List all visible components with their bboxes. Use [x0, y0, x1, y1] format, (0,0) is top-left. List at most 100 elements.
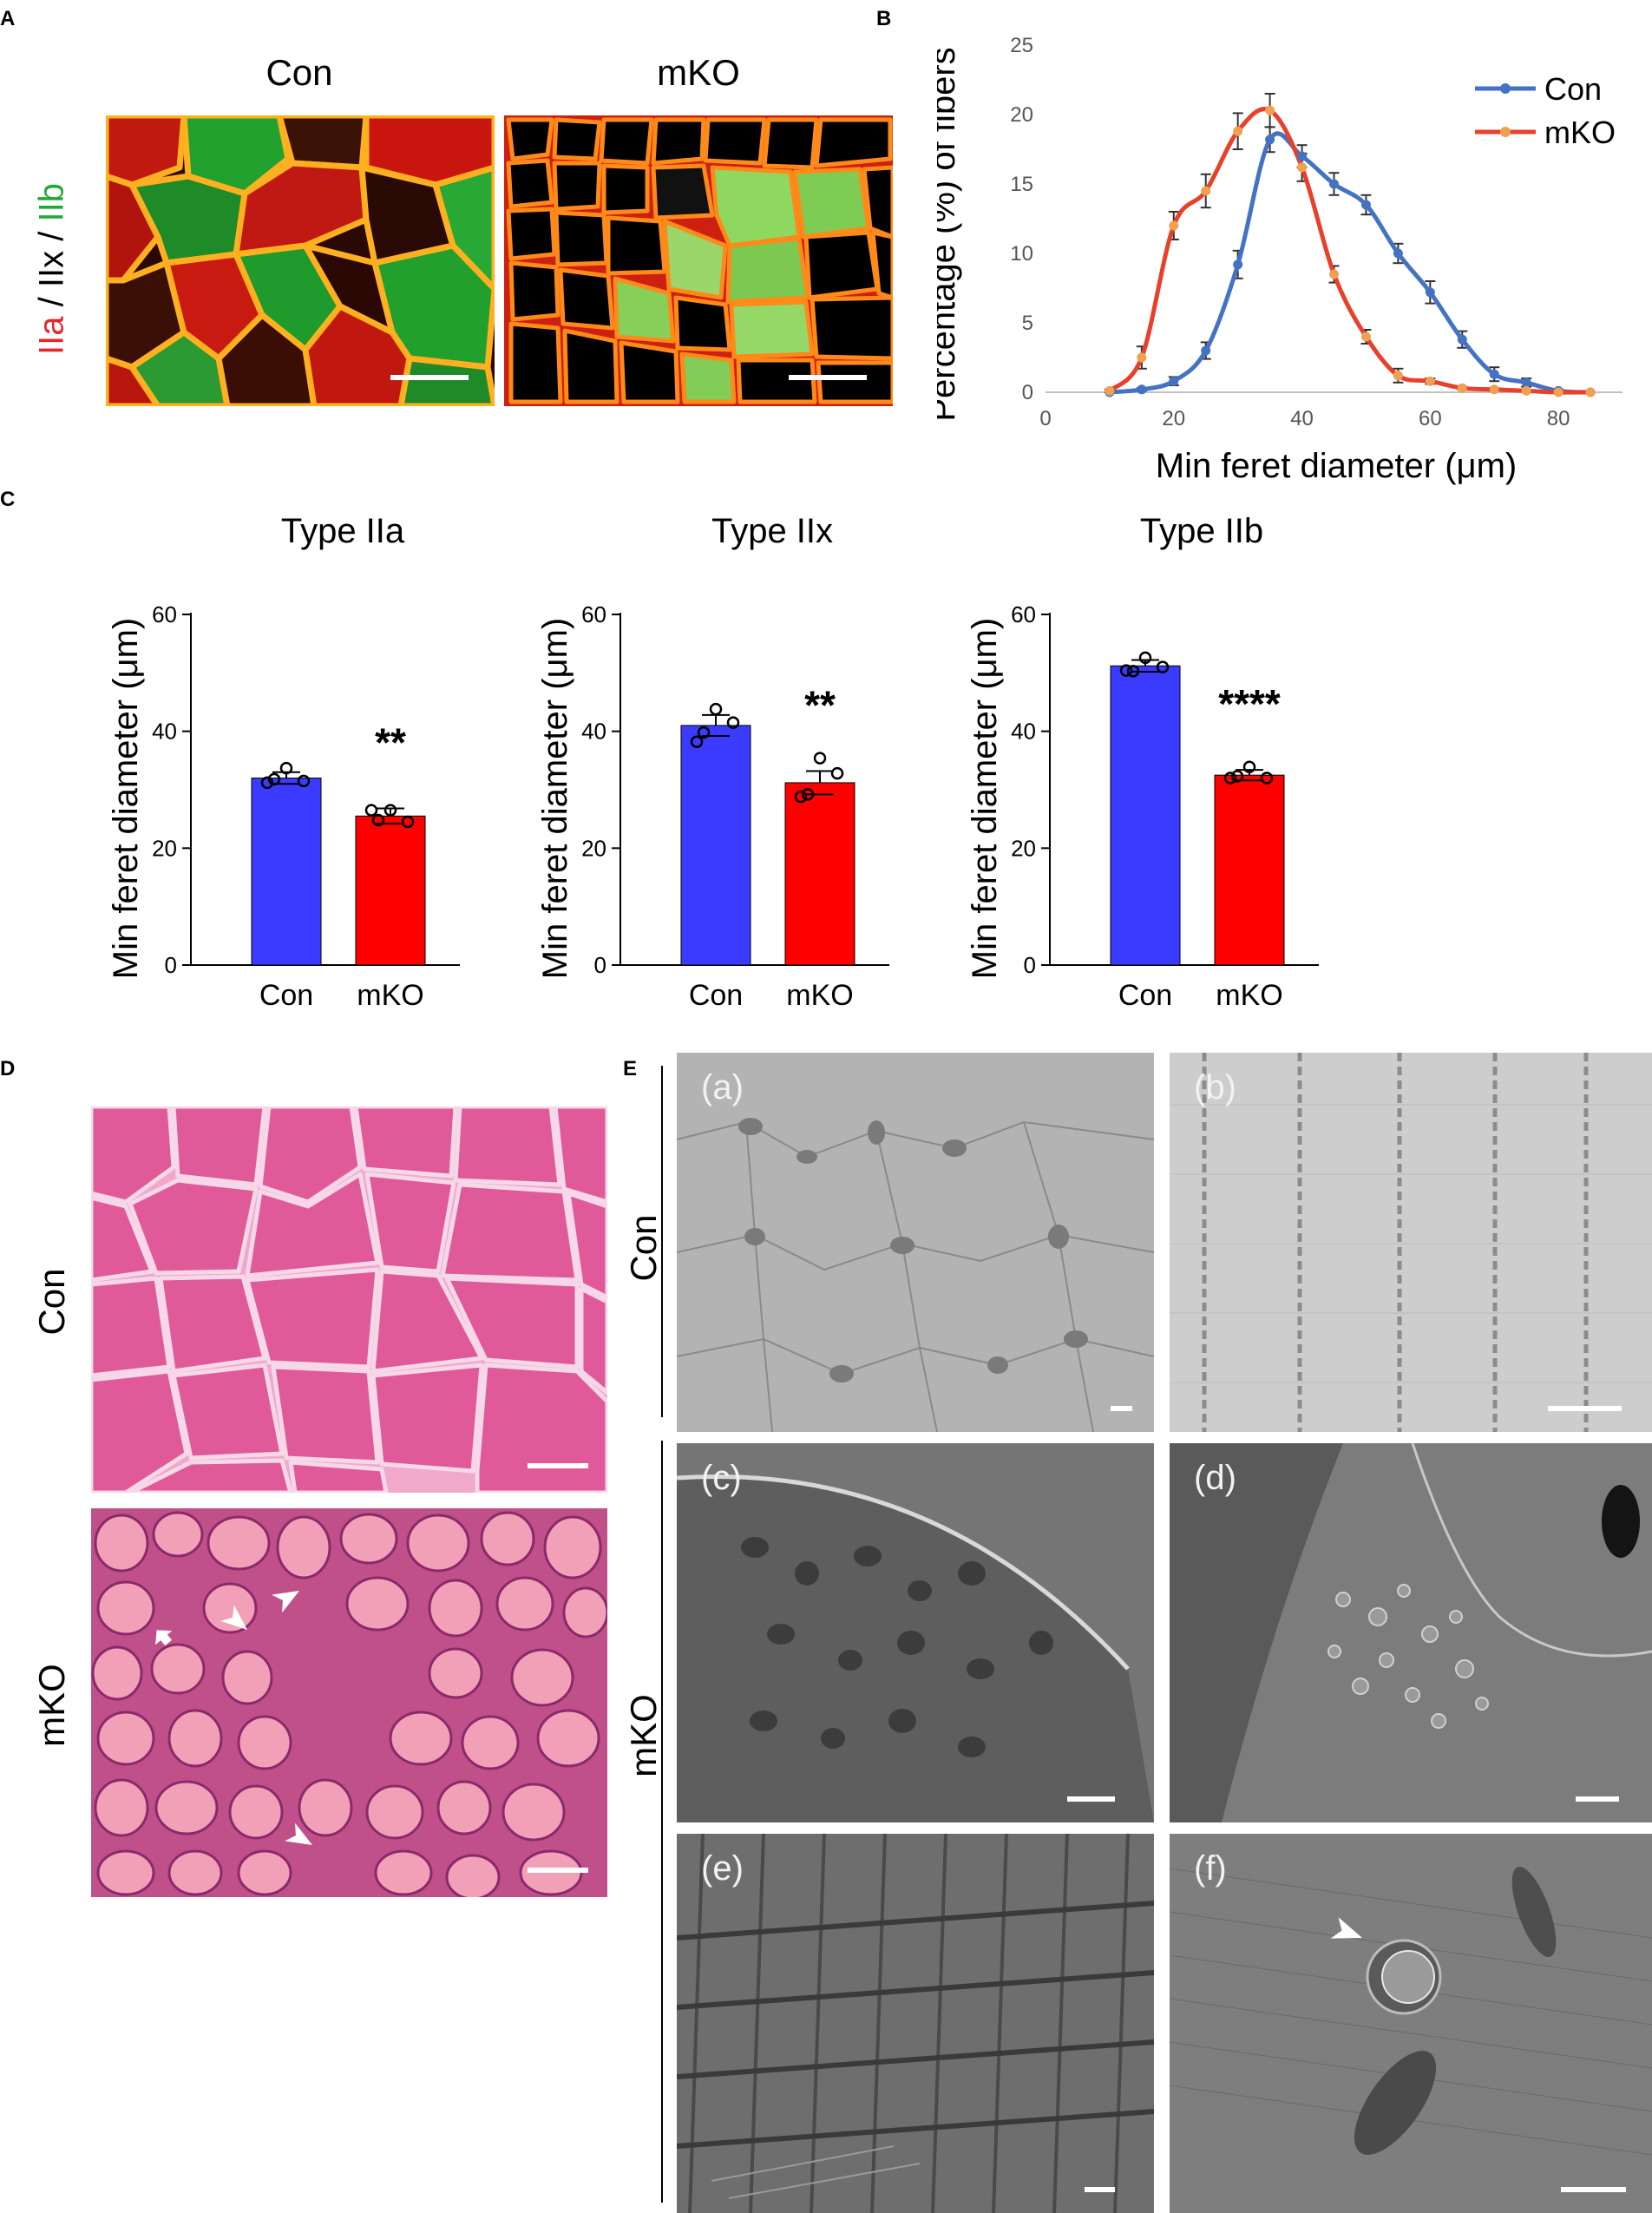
scale-bar	[1085, 2187, 1115, 2192]
panel-e-mko-label: mKO	[623, 1694, 664, 1777]
data-point	[364, 804, 378, 817]
em-label-b: (b)	[1194, 1068, 1236, 1106]
y-tick-label: 40	[152, 719, 177, 745]
con-divider	[661, 1066, 663, 1417]
x-tick-label: mKO	[1216, 979, 1282, 1012]
mko-divider	[661, 1441, 663, 2203]
em-label-f: (f)	[1194, 1849, 1227, 1888]
panel-d-letter: D	[0, 1057, 16, 1080]
em-image-b: (b)	[1170, 1053, 1652, 1432]
y-tick-label: 15	[1010, 173, 1033, 196]
sep-label-1: /	[32, 287, 71, 317]
data-point-con	[1521, 378, 1531, 388]
x-tick-label: mKO	[357, 979, 423, 1012]
bar-con	[680, 725, 751, 966]
if-image-mko	[504, 115, 893, 406]
data-point-mko	[1297, 162, 1308, 173]
scale-bar	[1561, 2187, 1626, 2192]
data-point-mko	[1360, 332, 1371, 342]
data-point	[384, 804, 397, 817]
legend-marker-mko	[1500, 127, 1511, 137]
y-tick-label: 20	[1010, 103, 1033, 127]
if-image-con	[106, 115, 495, 406]
data-point-mko	[1169, 220, 1179, 231]
data-point-mko	[1553, 387, 1564, 397]
data-point	[371, 813, 385, 827]
x-tick-label: 20	[1162, 407, 1185, 430]
legend-label-con: Con	[1544, 71, 1602, 107]
y-tick-label: 20	[1011, 835, 1036, 861]
bar-mko	[355, 815, 426, 966]
scale-bar	[390, 375, 469, 380]
panel-a-side-label: IIa / IIx / IIb	[33, 183, 72, 355]
data-point	[1156, 660, 1170, 673]
y-tick-label: 0	[1022, 381, 1033, 404]
data-point	[1138, 651, 1152, 665]
em-label-c: (c)	[701, 1459, 742, 1497]
data-point	[709, 702, 723, 716]
data-point-mko	[1201, 186, 1211, 196]
arrow-icon	[1330, 1917, 1362, 1939]
x-axis-label: Min feret diameter (μm)	[1156, 447, 1517, 485]
scale-bar	[1111, 1406, 1132, 1411]
line-chart-b: 0 5 10 15 20 25 0 20 40 60 80 Percentage (%) of f…	[937, 35, 1622, 485]
data-point-con	[1169, 376, 1179, 386]
scale-bar	[528, 1868, 588, 1873]
panel-d-mko-label: mKO	[31, 1664, 72, 1747]
significance-label: **	[375, 720, 406, 765]
data-point	[401, 815, 415, 829]
em-image-d: (d)	[1170, 1443, 1652, 1822]
data-point-mko	[1489, 384, 1499, 395]
x-tick-label: 40	[1290, 407, 1314, 430]
data-point	[794, 790, 808, 804]
y-tick-label: 40	[1011, 719, 1036, 745]
x-tick-label: 0	[1039, 407, 1051, 430]
series-line-con	[1109, 131, 1591, 395]
y-axis-label: Min feret diameter (μm)	[966, 618, 1004, 979]
y-tick-label: 60	[152, 601, 177, 627]
scale-bar	[1067, 1796, 1115, 1802]
data-point-mko	[1233, 126, 1243, 136]
bar-chart-iib: Min feret diameter (μm) 0 20 40 60 Con mKO ****	[966, 601, 1319, 1012]
data-point-con	[1489, 369, 1499, 379]
data-point	[801, 788, 815, 801]
legend-marker-con	[1500, 83, 1511, 94]
data-point	[267, 772, 281, 786]
y-tick-label: 10	[1010, 242, 1033, 266]
data-point-con	[1457, 334, 1467, 345]
data-point-mko	[1393, 371, 1403, 381]
y-tick-label: 0	[594, 952, 606, 978]
data-point	[813, 752, 827, 765]
em-image-c: (c)	[677, 1443, 1154, 1822]
data-point	[279, 761, 293, 775]
data-point-mko	[1457, 383, 1467, 393]
data-point	[260, 776, 274, 790]
iib-label: IIb	[32, 183, 71, 222]
panel-c-letter: C	[0, 488, 16, 511]
data-point-mko	[1585, 387, 1596, 397]
y-tick-label: 20	[581, 835, 606, 861]
panel-e-letter: E	[623, 1057, 638, 1080]
significance-label: ****	[1218, 681, 1281, 726]
em-label-d: (d)	[1194, 1459, 1236, 1497]
data-point-con	[1233, 259, 1243, 270]
x-tick-label: Con	[1118, 979, 1172, 1012]
y-tick-label: 60	[581, 601, 606, 627]
he-image-mko	[91, 1508, 607, 1897]
x-tick-label: Con	[259, 979, 313, 1012]
series-line-mko	[1108, 107, 1591, 395]
data-point-mko	[1265, 105, 1275, 115]
data-point	[1126, 665, 1140, 678]
y-tick-label: 20	[152, 835, 177, 861]
legend-label-mko: mKO	[1544, 115, 1616, 150]
em-label-a: (a)	[701, 1068, 744, 1106]
y-axis-label: Min feret diameter (μm)	[536, 618, 574, 979]
chart-title-iia: Type IIa	[280, 512, 405, 550]
bar-con	[251, 778, 322, 966]
x-tick-label: mKO	[786, 979, 853, 1012]
data-point-con	[1360, 200, 1371, 210]
sep-label-2: /	[32, 221, 71, 251]
bar-chart-iia: Min feret diameter (μm) 0 20 40 60 Con mKO **	[107, 601, 460, 1012]
data-point-con	[1201, 345, 1211, 356]
data-point-con	[1425, 287, 1435, 298]
